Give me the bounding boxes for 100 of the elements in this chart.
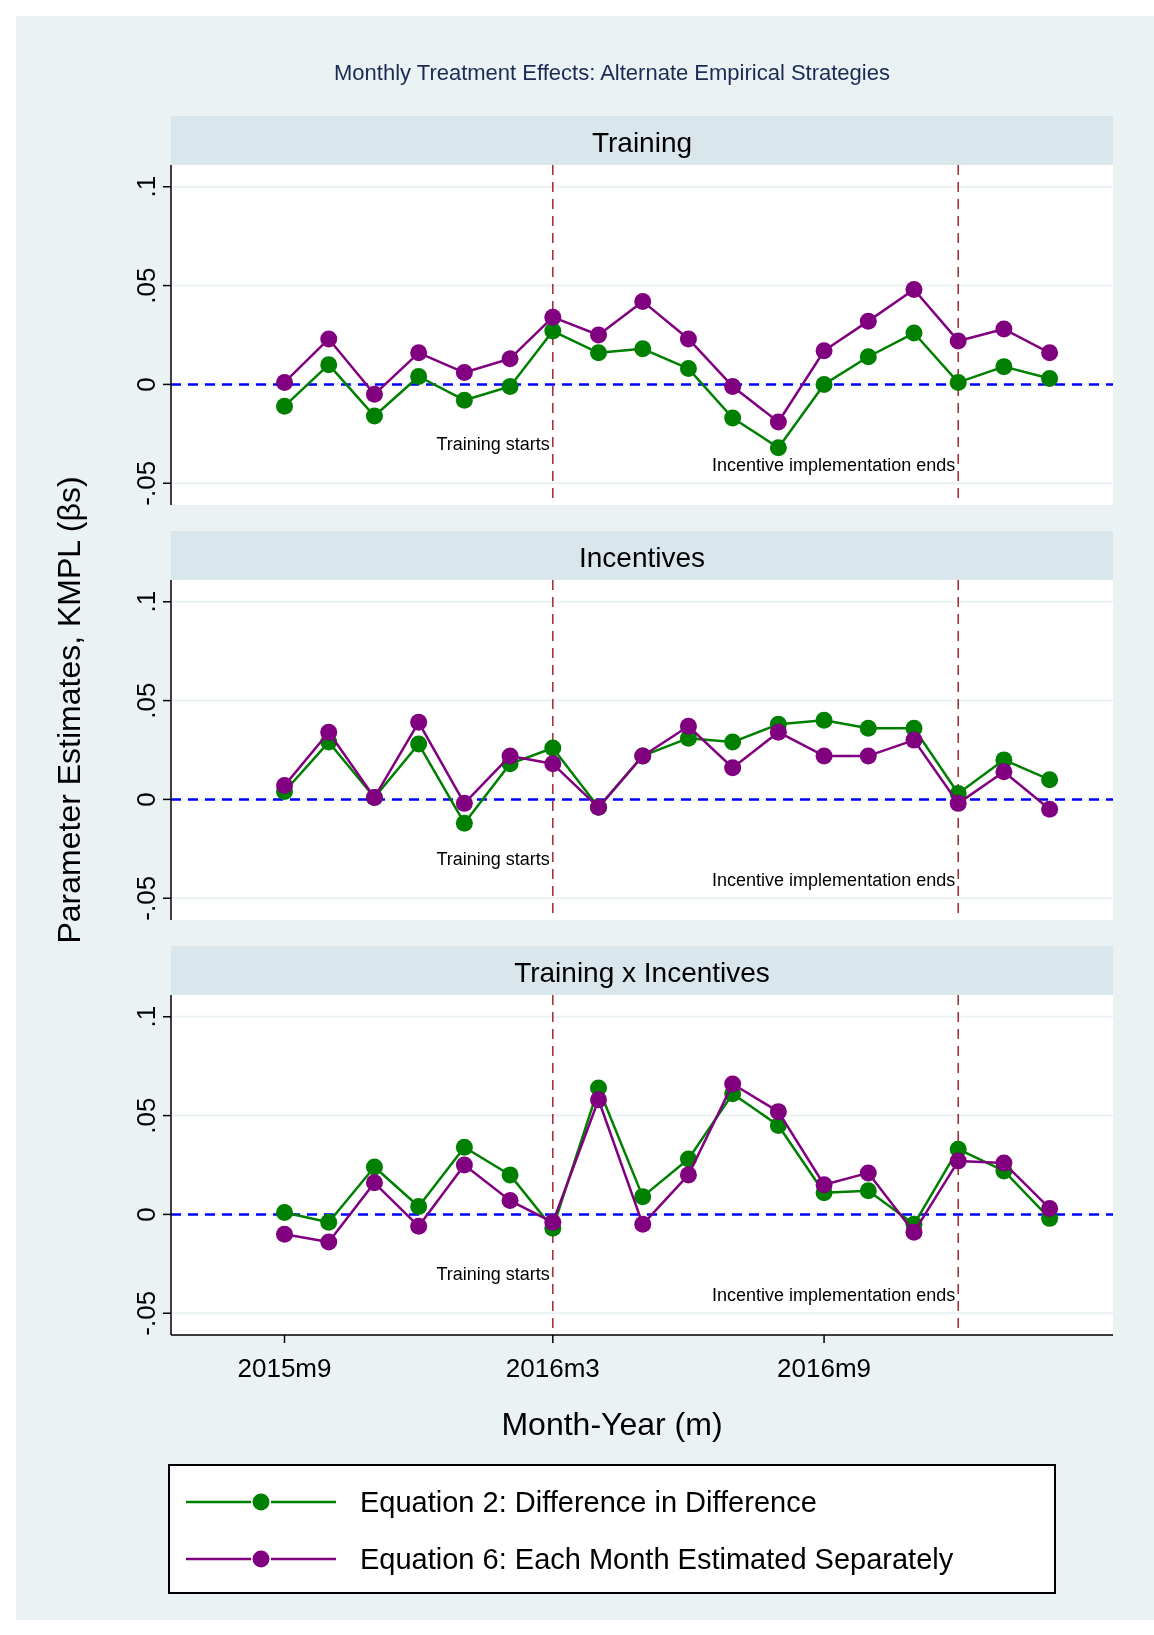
ref-line-label: Incentive implementation ends: [712, 870, 956, 890]
point: [724, 1075, 742, 1093]
y-tick-label: .05: [131, 267, 161, 304]
point: [995, 763, 1013, 781]
point: [501, 1166, 519, 1184]
point: [815, 375, 833, 393]
point: [320, 330, 338, 348]
point: [276, 373, 294, 391]
y-tick-label: 0: [131, 792, 161, 807]
point: [1041, 344, 1059, 362]
y-tick-label: -.05: [131, 875, 161, 921]
point: [905, 731, 923, 749]
point: [276, 1225, 294, 1243]
legend-label: Equation 2: Difference in Difference: [360, 1486, 817, 1518]
point: [455, 391, 473, 409]
point: [410, 1198, 428, 1216]
point: [455, 814, 473, 832]
point: [769, 413, 787, 431]
point: [320, 723, 338, 741]
chart-title: Monthly Treatment Effects: Alternate Empirical Strategies: [334, 60, 890, 85]
point: [544, 308, 562, 326]
point: [679, 1166, 697, 1184]
point: [995, 320, 1013, 338]
point: [859, 1164, 877, 1182]
y-tick-label: .05: [131, 1097, 161, 1134]
point: [905, 281, 923, 299]
chart-subtitle: Training: [591, 127, 693, 158]
point: [679, 360, 697, 378]
y-tick-label: .05: [131, 682, 161, 719]
ref-line-label: Incentive implementation ends: [712, 455, 956, 475]
point: [1041, 369, 1059, 387]
point: [455, 794, 473, 812]
ref-line-label: Incentive implementation ends: [712, 1285, 956, 1305]
point: [724, 759, 742, 777]
point: [501, 1192, 519, 1210]
point: [410, 368, 428, 386]
x-axis-title: Month-Year (m): [501, 1406, 723, 1442]
point: [679, 717, 697, 735]
point: [276, 397, 294, 415]
point: [544, 739, 562, 757]
point: [634, 1188, 652, 1206]
y-tick-label: 0: [131, 1207, 161, 1222]
y-tick-label: .1: [131, 1005, 161, 1028]
y-tick-label: -.05: [131, 1290, 161, 1336]
point: [815, 747, 833, 765]
chart-subtitle: Incentives: [578, 542, 706, 573]
y-tick-label: -.05: [131, 460, 161, 506]
point: [769, 723, 787, 741]
point: [320, 1213, 338, 1231]
point: [724, 733, 742, 751]
point: [905, 324, 923, 342]
point: [859, 719, 877, 737]
x-tick-label: 2016m9: [777, 1353, 872, 1383]
point: [1041, 771, 1059, 789]
point: [859, 348, 877, 366]
point: [724, 409, 742, 427]
point: [949, 794, 967, 812]
point: [769, 439, 787, 457]
point: [859, 1182, 877, 1200]
point: [769, 1103, 787, 1121]
y-tick-label: .1: [131, 590, 161, 613]
point: [320, 1233, 338, 1251]
x-tick-label: 2016m3: [505, 1353, 600, 1383]
point: [276, 1203, 294, 1221]
point: [724, 377, 742, 395]
point: [501, 747, 519, 765]
point: [815, 342, 833, 360]
chart-subtitle: Training x Incentives: [514, 957, 770, 988]
point: [544, 1213, 562, 1231]
point: [365, 407, 383, 425]
point: [634, 340, 652, 358]
point: [276, 777, 294, 795]
point: [859, 312, 877, 330]
point: [949, 332, 967, 350]
y-axis-title: Parameter Estimates, KMPL (βs): [51, 476, 87, 944]
point: [455, 1138, 473, 1156]
y-tick-label: 0: [131, 377, 161, 392]
point: [815, 711, 833, 729]
point: [859, 747, 877, 765]
point: [679, 330, 697, 348]
point: [410, 1217, 428, 1235]
point: [995, 1154, 1013, 1172]
point: [1041, 800, 1059, 818]
point: [365, 1174, 383, 1192]
point: [590, 326, 608, 344]
point: [410, 713, 428, 731]
point: [365, 385, 383, 403]
point: [455, 1156, 473, 1174]
y-tick-label: .1: [131, 175, 161, 198]
point: [949, 1152, 967, 1170]
point: [320, 356, 338, 374]
point: [905, 1223, 923, 1241]
point: [1041, 1199, 1059, 1217]
point: [634, 292, 652, 310]
point: [590, 344, 608, 362]
point: [544, 755, 562, 773]
point: [410, 344, 428, 362]
ref-line-label: Training starts: [436, 434, 550, 454]
point: [501, 377, 519, 395]
point: [365, 1158, 383, 1176]
